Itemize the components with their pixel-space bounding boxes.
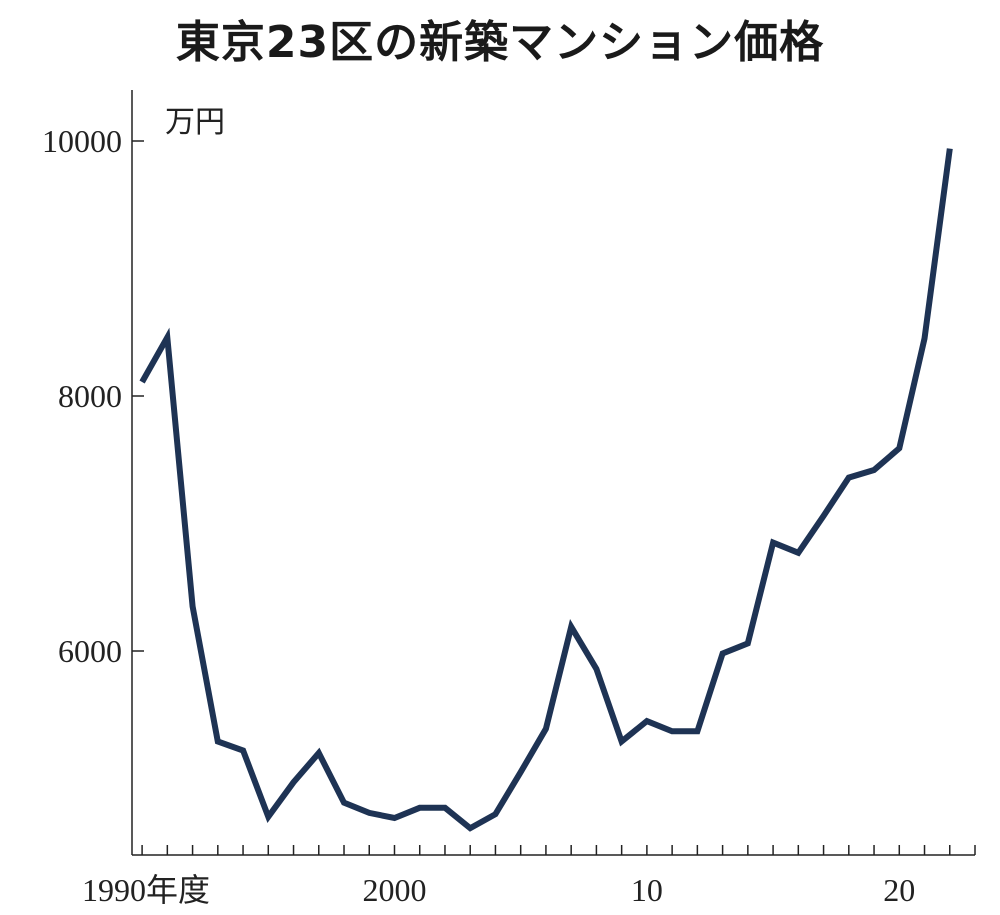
series-layer <box>139 148 953 832</box>
y-tick-label: 6000 <box>58 633 122 669</box>
x-tick-label: 10 <box>631 872 663 908</box>
x-tick-label: 1990年度 <box>82 872 210 908</box>
x-tick-label: 2000 <box>362 872 426 908</box>
x-tick-label: 20 <box>883 872 915 908</box>
y-axis-unit-label: 万円 <box>165 105 225 140</box>
y-tick-label: 10000 <box>42 123 122 159</box>
price-series-line <box>139 148 953 832</box>
tick-marks <box>132 140 976 855</box>
y-tick-label: 8000 <box>58 378 122 414</box>
chart-title: 東京23区の新築マンション価格 <box>175 17 825 68</box>
tick-labels: 6000 8000 10000 1990年度 2000 10 20 <box>42 123 915 908</box>
axes <box>131 90 975 856</box>
